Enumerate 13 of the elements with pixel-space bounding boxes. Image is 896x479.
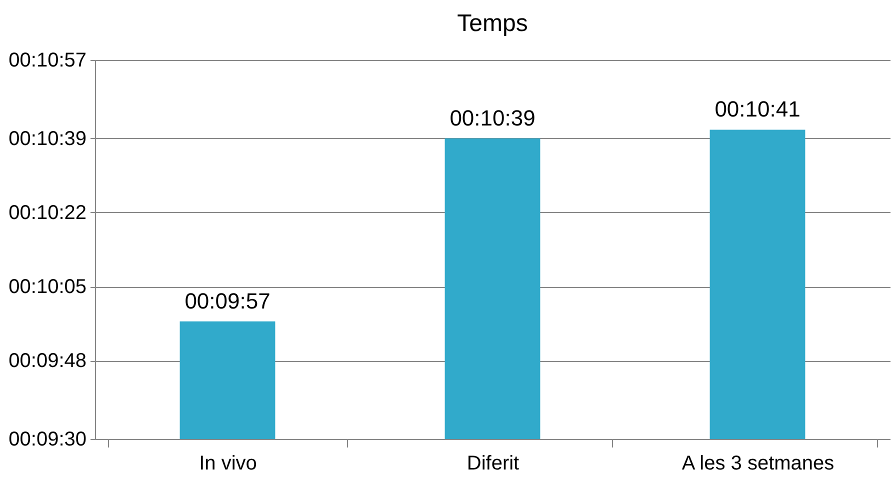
y-tick-label: 00:09:30 bbox=[8, 428, 86, 450]
y-tick-label: 00:10:22 bbox=[8, 202, 86, 224]
y-tick-label: 00:09:48 bbox=[8, 350, 86, 372]
x-tick-label: Diferit bbox=[466, 452, 520, 474]
x-tick-label: In vivo bbox=[199, 452, 257, 474]
y-tick-label: 00:10:05 bbox=[8, 276, 86, 298]
x-tick-label: A les 3 setmanes bbox=[682, 452, 834, 474]
data-label: 00:10:39 bbox=[450, 105, 536, 130]
data-label: 00:10:41 bbox=[714, 96, 800, 122]
chart-title: Temps bbox=[457, 10, 528, 37]
y-tick-label: 00:10:39 bbox=[8, 128, 86, 150]
y-tick-label: 00:10:57 bbox=[8, 50, 86, 72]
data-label: 00:09:57 bbox=[184, 288, 270, 314]
